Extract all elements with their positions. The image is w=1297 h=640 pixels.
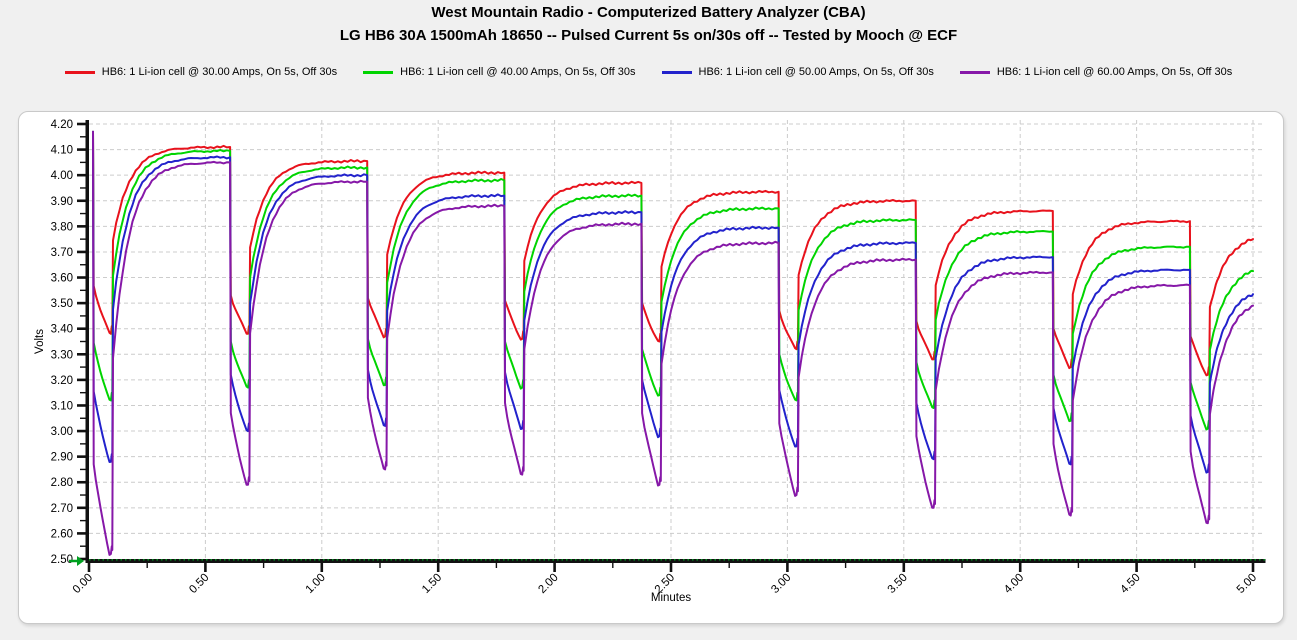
- y-tick-label: 3.10: [51, 400, 73, 412]
- chart-legend: HB6: 1 Li-ion cell @ 30.00 Amps, On 5s, …: [0, 66, 1297, 78]
- legend-line-icon: [64, 70, 95, 74]
- legend-line-icon: [661, 70, 692, 74]
- y-tick-label: 4.00: [51, 170, 73, 182]
- y-tick-label: 4.20: [51, 119, 73, 131]
- legend-line-icon: [959, 70, 990, 74]
- legend-item-30a: HB6: 1 Li-ion cell @ 30.00 Amps, On 5s, …: [64, 66, 338, 78]
- y-axis-title: Volts: [34, 329, 46, 354]
- y-tick-label: 3.30: [51, 349, 73, 361]
- legend-label: HB6: 1 Li-ion cell @ 60.00 Amps, On 5s, …: [996, 66, 1233, 78]
- y-tick-label: 2.90: [51, 452, 73, 464]
- chart-panel: 2.50 2.60 2.70 2.80 2.90 3.00 3.10 3.20 3.30 3.40…: [18, 111, 1284, 624]
- chart-canvas: 2.50 2.60 2.70 2.80 2.90 3.00 3.10 3.20 3.30 3.40…: [34, 119, 1266, 604]
- legend-label: HB6: 1 Li-ion cell @ 40.00 Amps, On 5s, …: [400, 66, 636, 78]
- x-tick-label: 0.50: [187, 572, 211, 596]
- y-tick-label: 2.80: [51, 477, 73, 489]
- y-tick-label: 2.50: [51, 554, 73, 566]
- legend-item-60a: HB6: 1 Li-ion cell @ 60.00 Amps, On 5s, …: [959, 66, 1233, 78]
- chart-title: West Mountain Radio - Computerized Batte…: [431, 4, 866, 21]
- x-tick-label: 3.50: [886, 572, 910, 596]
- series-line-50a: [92, 130, 1254, 474]
- x-tick-label: 3.00: [769, 572, 793, 596]
- y-tick-label: 3.50: [51, 298, 73, 310]
- legend-item-50a: HB6: 1 Li-ion cell @ 50.00 Amps, On 5s, …: [661, 66, 934, 78]
- chart-subtitle: LG HB6 30A 1500mAh 18650 -- Pulsed Curre…: [339, 27, 958, 44]
- series-line-60a: [92, 130, 1254, 556]
- x-tick-label: 1.00: [304, 572, 328, 596]
- x-tick-label: 2.00: [536, 572, 560, 596]
- x-tick-label: 0.00: [71, 572, 95, 596]
- y-tick-label: 3.40: [51, 324, 73, 336]
- series-line-30a: [92, 130, 1254, 377]
- legend-line-icon: [363, 70, 394, 74]
- legend-item-40a: HB6: 1 Li-ion cell @ 40.00 Amps, On 5s, …: [363, 66, 636, 78]
- legend-label: HB6: 1 Li-ion cell @ 30.00 Amps, On 5s, …: [101, 66, 338, 78]
- y-tick-label: 3.00: [51, 426, 73, 438]
- cutoff-arrow-icon: [69, 556, 84, 566]
- x-tick-label: 5.00: [1235, 572, 1259, 596]
- x-tick-label: 1.50: [420, 572, 444, 596]
- axes: [85, 120, 1266, 563]
- x-tick-label: 4.50: [1118, 572, 1142, 596]
- y-tick-label: 3.90: [51, 196, 73, 208]
- y-tick-label: 3.60: [51, 273, 73, 285]
- y-tick-label: 2.60: [51, 528, 73, 540]
- series-line-40a: [92, 130, 1254, 431]
- x-axis-title: Minutes: [651, 592, 692, 604]
- y-tick-label: 3.70: [51, 247, 73, 259]
- y-tick-label: 2.70: [51, 503, 73, 515]
- x-tick-label: 4.00: [1002, 572, 1026, 596]
- y-tick-label: 3.20: [51, 375, 73, 387]
- y-tick-label: 4.10: [51, 145, 73, 157]
- data-series: [92, 130, 1254, 556]
- x-axis-ticks: 0.00 0.50 1.00 1.50 2.00 2.50 3.00 3.50 4.00 4.50…: [71, 563, 1259, 596]
- y-tick-label: 3.80: [51, 221, 73, 233]
- gridlines: [89, 120, 1265, 559]
- y-axis-ticks: 2.50 2.60 2.70 2.80 2.90 3.00 3.10 3.20 3.30 3.40…: [51, 119, 86, 566]
- legend-label: HB6: 1 Li-ion cell @ 50.00 Amps, On 5s, …: [698, 66, 934, 78]
